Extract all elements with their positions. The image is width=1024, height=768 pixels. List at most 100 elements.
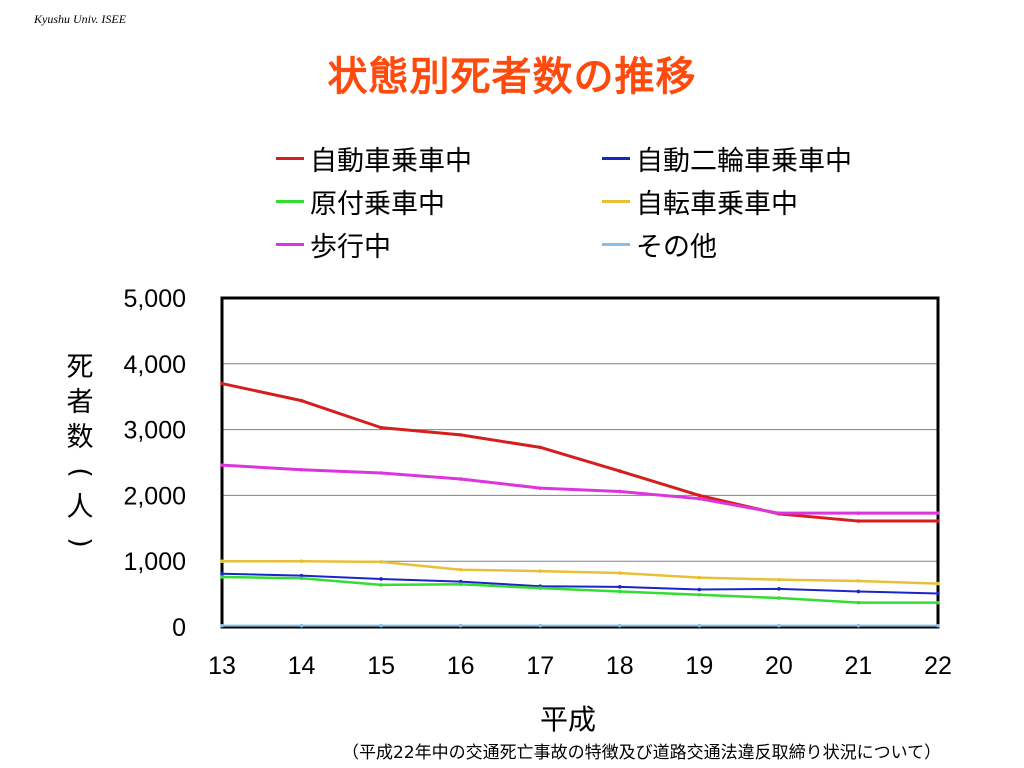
series-line-motorcycle <box>221 572 939 595</box>
data-point <box>299 559 304 563</box>
x-tick-label: 17 <box>526 652 554 680</box>
series-other <box>220 623 940 628</box>
data-point <box>379 560 383 564</box>
legend-item-moped: 原付乗車中 <box>276 181 445 221</box>
legend-item-pedestrian: 歩行中 <box>276 224 391 264</box>
y-tick-label: 0 <box>172 614 186 642</box>
y-tick-label: 2,000 <box>123 482 186 510</box>
series-bicycle <box>220 559 940 586</box>
data-point <box>220 381 224 386</box>
data-point <box>936 519 940 523</box>
x-tick-label: 20 <box>765 652 793 680</box>
data-point <box>777 577 781 582</box>
x-tick-label: 21 <box>845 652 873 680</box>
data-point <box>458 567 463 572</box>
data-point <box>538 586 543 590</box>
legend-item-bicycle: 自転車乗車中 <box>602 181 798 221</box>
data-point <box>538 623 543 628</box>
chart-series <box>220 381 940 628</box>
legend-line-car <box>276 156 304 160</box>
data-point <box>299 398 304 403</box>
data-point <box>856 579 861 583</box>
x-tick-label: 16 <box>447 652 475 680</box>
data-point <box>617 469 622 473</box>
series-motorcycle <box>220 571 940 596</box>
x-tick-labels: 13 14 15 16 17 18 19 20 21 22 <box>208 652 952 680</box>
data-point <box>777 596 781 600</box>
data-point <box>299 573 304 578</box>
x-axis-label: 平成 <box>540 703 597 736</box>
x-tick-label: 22 <box>924 652 952 680</box>
data-point <box>697 623 702 628</box>
chart-gridlines <box>222 363 938 562</box>
data-point <box>379 577 383 581</box>
data-point <box>617 623 622 628</box>
data-point <box>856 511 861 515</box>
series-pedestrian <box>220 463 940 515</box>
y-tick-label: 5,000 <box>123 285 186 313</box>
data-point <box>458 477 463 481</box>
legend-item-car: 自動車乗車中 <box>276 138 472 178</box>
legend-label-moped: 原付乗車中 <box>310 188 445 220</box>
x-tick-label: 19 <box>685 652 713 680</box>
y-axis-label: 死者数(人) <box>64 352 96 548</box>
data-point <box>220 575 224 579</box>
y-tick-label: 1,000 <box>123 548 186 576</box>
data-point <box>697 592 702 597</box>
legend-item-motorcycle: 自動二輪車乗車中 <box>602 138 852 178</box>
series-moped <box>220 575 940 605</box>
legend-line-bicycle <box>602 199 630 203</box>
series-car <box>220 381 940 523</box>
legend-line-moped <box>276 199 304 203</box>
data-point <box>379 583 383 587</box>
data-point <box>220 571 224 576</box>
data-point <box>856 519 861 523</box>
data-point <box>777 511 781 515</box>
data-point <box>697 496 702 501</box>
legend-label-motorcycle: 自動二輪車乗車中 <box>636 145 852 177</box>
legend-label-pedestrian: 歩行中 <box>310 231 391 263</box>
data-point <box>777 623 781 628</box>
chart-legend: 自動車乗車中 自動二輪車乗車中 原付乗車中 自転車乗車中 歩行中 その他 <box>276 138 956 268</box>
y-tick-labels: 0 1,000 2,000 3,000 4,000 5,000 <box>123 285 186 642</box>
x-tick-label: 18 <box>606 652 634 680</box>
data-point <box>777 587 781 591</box>
data-point <box>379 425 383 430</box>
data-point <box>220 623 224 628</box>
data-point <box>379 623 383 628</box>
data-point <box>856 623 861 628</box>
data-point <box>936 623 940 628</box>
plot-frame <box>220 296 940 629</box>
data-point <box>458 623 463 628</box>
data-point <box>458 579 463 584</box>
legend-item-other: その他 <box>602 224 717 264</box>
data-point <box>697 587 702 592</box>
data-point <box>617 589 622 594</box>
data-point <box>220 559 224 563</box>
data-point <box>697 575 702 580</box>
data-point <box>617 585 622 589</box>
data-point <box>856 600 861 605</box>
legend-line-pedestrian <box>276 242 304 246</box>
series-line-bicycle <box>222 559 939 585</box>
data-point <box>617 571 622 575</box>
legend-line-motorcycle <box>602 156 630 160</box>
data-point <box>458 433 463 437</box>
series-line-pedestrian <box>221 463 938 515</box>
header-note: Kyushu Univ. ISEE <box>34 12 127 26</box>
data-point <box>538 445 543 450</box>
x-tick-label: 15 <box>367 652 395 680</box>
y-tick-label: 3,000 <box>123 417 186 445</box>
data-point <box>220 463 224 467</box>
page-title: 状態別死者数の推移 <box>327 54 697 100</box>
source-note: （平成22年中の交通死亡事故の特徴及び道路交通法違反取締り状況について） <box>342 743 942 763</box>
data-point <box>299 576 304 581</box>
data-point <box>697 493 702 498</box>
data-point <box>458 582 463 587</box>
legend-label-car: 自動車乗車中 <box>310 145 472 177</box>
data-point <box>538 569 543 573</box>
series-line-car <box>221 382 938 523</box>
legend-label-other: その他 <box>636 231 717 263</box>
series-line-moped <box>221 575 938 604</box>
